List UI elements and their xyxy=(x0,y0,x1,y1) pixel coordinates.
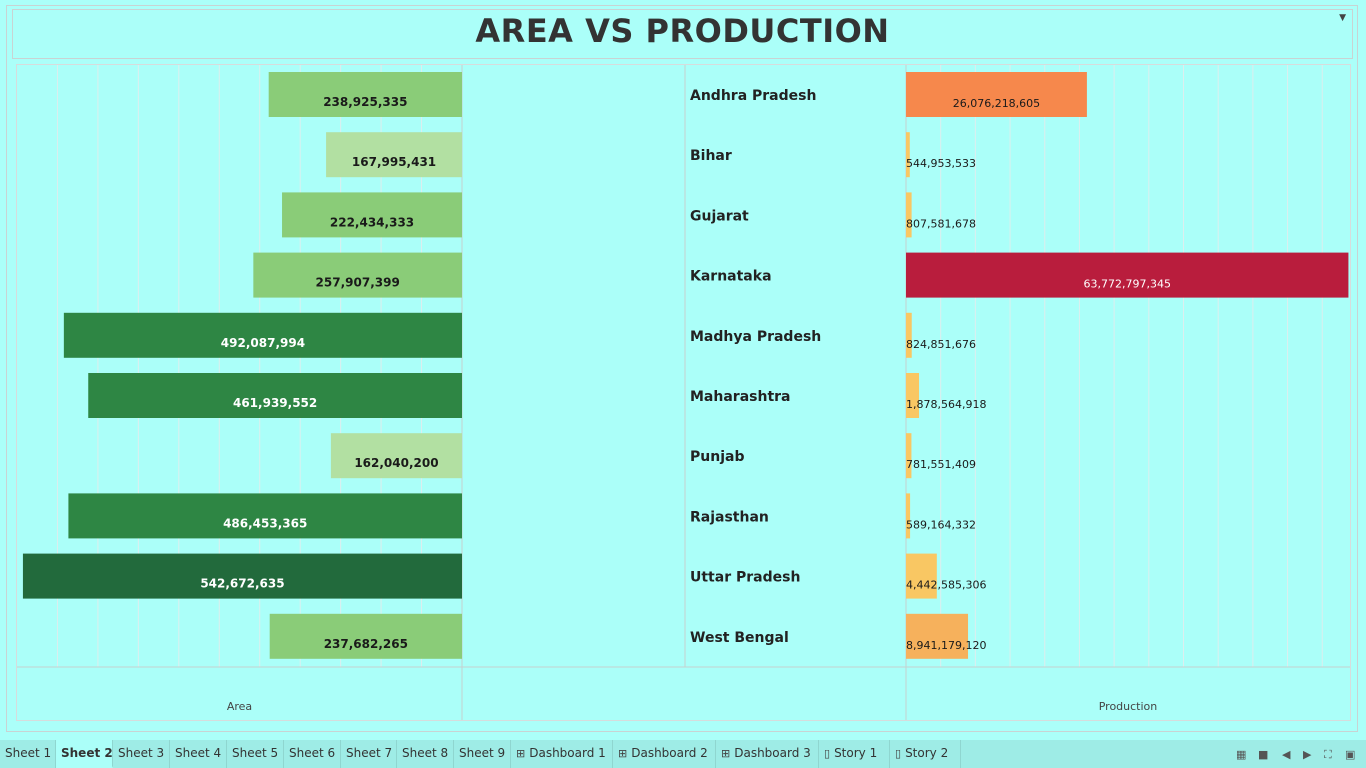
production-data-label: 63,772,797,345 xyxy=(1083,278,1170,291)
tab-sheet-3[interactable]: Sheet 3 xyxy=(113,740,170,768)
production-data-label: 781,551,409 xyxy=(906,458,976,471)
tab-sheet-8[interactable]: Sheet 8 xyxy=(397,740,454,768)
tab-sheet-5[interactable]: Sheet 5 xyxy=(227,740,284,768)
production-bar xyxy=(906,252,1349,298)
area-data-label: 238,925,335 xyxy=(323,95,407,109)
production-bar xyxy=(906,312,912,358)
category-label: Maharashtra xyxy=(690,389,791,405)
area-bar xyxy=(282,192,462,238)
tab-label: Dashboard 2 xyxy=(631,746,708,760)
tab-label: Dashboard 3 xyxy=(734,746,811,760)
sheet-tab-bar: Sheet 1 Sheet 2 Sheet 3 Sheet 4 Sheet 5 Sheet… xyxy=(0,740,1366,768)
area-data-label: 257,907,399 xyxy=(316,276,400,290)
tab-dashboard-2[interactable]: ⊞ Dashboard 2 xyxy=(613,740,716,768)
area-bar xyxy=(326,132,462,178)
chart-area: 238,925,335 Andhra Pradesh 26,076,218,605 1… xyxy=(16,64,1351,721)
tab-label: Sheet 2 xyxy=(61,746,113,760)
tab-label: Sheet 4 xyxy=(175,746,222,760)
tab-dashboard-3[interactable]: ⊞ Dashboard 3 xyxy=(716,740,819,768)
category-label: West Bengal xyxy=(690,630,789,646)
tab-label: Sheet 7 xyxy=(346,746,393,760)
production-bar xyxy=(906,373,920,418)
category-label: Punjab xyxy=(690,449,744,465)
area-data-label: 492,087,994 xyxy=(221,336,305,350)
next-icon[interactable]: ▶ xyxy=(1303,748,1312,761)
area-data-label: 167,995,431 xyxy=(352,155,436,169)
production-data-label: 589,164,332 xyxy=(906,518,976,531)
category-label: Bihar xyxy=(690,148,732,164)
dashboard-icon: ⊞ xyxy=(721,747,731,760)
category-label: Madhya Pradesh xyxy=(690,329,821,345)
grid-view-icon[interactable]: ▦ xyxy=(1236,748,1247,761)
tab-label: Sheet 8 xyxy=(402,746,449,760)
tab-sheet-7[interactable]: Sheet 7 xyxy=(341,740,397,768)
tab-label: Sheet 3 xyxy=(118,746,165,760)
category-label: Andhra Pradesh xyxy=(690,88,816,104)
production-bar xyxy=(906,132,910,178)
tab-sheet-2[interactable]: Sheet 2 xyxy=(56,740,113,768)
bar-chart: 238,925,335 Andhra Pradesh 26,076,218,605 1… xyxy=(17,65,1350,720)
tab-label: Story 1 xyxy=(834,746,878,760)
tab-label: Story 2 xyxy=(905,746,949,760)
tab-sheet-9[interactable]: Sheet 9 xyxy=(454,740,511,768)
production-data-label: 824,851,676 xyxy=(906,338,976,351)
story-icon: ▯ xyxy=(895,747,902,760)
fullscreen-icon[interactable]: ⛶ xyxy=(1324,748,1332,761)
production-bar xyxy=(906,72,1087,117)
area-bar xyxy=(268,72,462,117)
dashboard-frame xyxy=(6,5,1358,732)
production-data-label: 544,953,533 xyxy=(906,157,976,170)
area-bar xyxy=(330,433,462,479)
chart-title: AREA VS PRODUCTION xyxy=(475,12,890,50)
chevron-down-icon[interactable]: ▼ xyxy=(1339,13,1346,23)
tab-dashboard-1[interactable]: ⊞ Dashboard 1 xyxy=(511,740,613,768)
area-bar xyxy=(68,493,462,539)
production-bar xyxy=(906,613,969,659)
production-data-label: 8,941,179,120 xyxy=(906,639,986,652)
x-axis-label-production: Production xyxy=(1099,700,1158,713)
tab-sheet-6[interactable]: Sheet 6 xyxy=(284,740,341,768)
production-data-label: 1,878,564,918 xyxy=(906,398,986,411)
production-data-label: 807,581,678 xyxy=(906,217,976,230)
tab-story-2[interactable]: ▯ Story 2 xyxy=(890,740,961,768)
tab-label: Sheet 1 xyxy=(5,746,52,760)
area-data-label: 542,672,635 xyxy=(200,577,284,591)
presentation-icon[interactable]: ▣ xyxy=(1345,748,1356,761)
production-bar xyxy=(906,433,912,479)
area-data-label: 486,453,365 xyxy=(223,516,307,530)
area-data-label: 162,040,200 xyxy=(354,456,438,470)
area-data-label: 461,939,552 xyxy=(233,396,317,410)
filmstrip-icon[interactable]: ■ xyxy=(1258,748,1269,761)
tab-label: Sheet 6 xyxy=(289,746,336,760)
category-label: Gujarat xyxy=(690,208,749,224)
tab-sheet-1[interactable]: Sheet 1 xyxy=(0,740,56,768)
x-axis-label-area: Area xyxy=(227,700,252,713)
production-bar xyxy=(906,553,937,599)
previous-icon[interactable]: ◀ xyxy=(1282,748,1291,761)
production-data-label: 26,076,218,605 xyxy=(953,97,1040,110)
production-bar xyxy=(906,192,912,238)
title-box: AREA VS PRODUCTION ▼ xyxy=(12,9,1353,59)
tab-label: Sheet 5 xyxy=(232,746,279,760)
area-bar xyxy=(253,252,462,298)
production-data-label: 4,442,585,306 xyxy=(906,579,986,592)
category-label: Karnataka xyxy=(690,269,772,285)
area-data-label: 222,434,333 xyxy=(330,215,414,229)
area-data-label: 237,682,265 xyxy=(324,637,408,651)
story-icon: ▯ xyxy=(824,747,831,760)
category-label: Rajasthan xyxy=(690,509,769,525)
tab-story-1[interactable]: ▯ Story 1 xyxy=(819,740,890,768)
category-label: Uttar Pradesh xyxy=(690,570,800,586)
area-bar xyxy=(63,312,462,358)
area-bar xyxy=(88,373,463,418)
tab-label: Dashboard 1 xyxy=(529,746,606,760)
dashboard-icon: ⊞ xyxy=(516,747,526,760)
dashboard-icon: ⊞ xyxy=(618,747,628,760)
production-bar xyxy=(906,493,911,539)
tab-sheet-4[interactable]: Sheet 4 xyxy=(170,740,227,768)
area-bar xyxy=(22,553,463,599)
area-bar xyxy=(269,613,462,659)
tab-label: Sheet 9 xyxy=(459,746,506,760)
